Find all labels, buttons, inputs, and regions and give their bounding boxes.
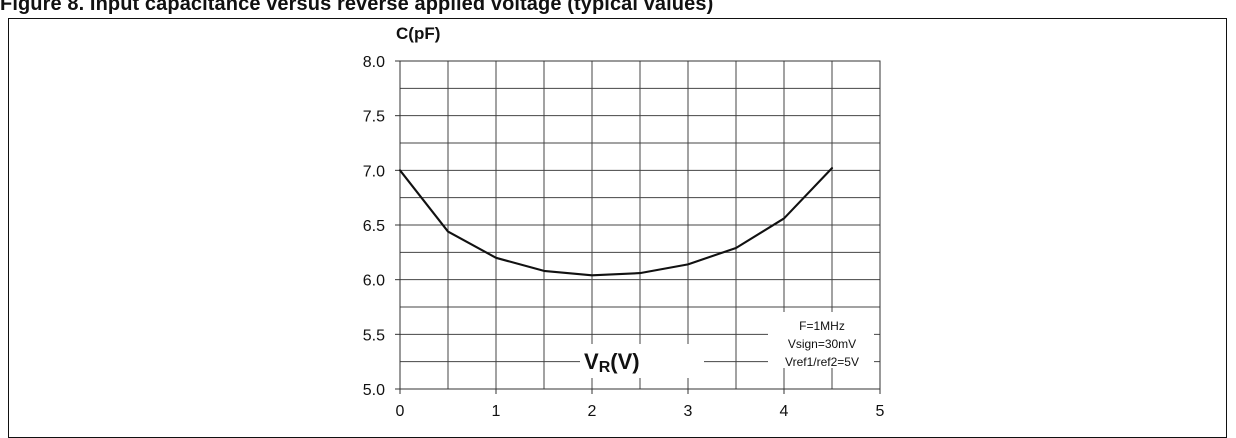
x-axis-label-unit: (V): [610, 349, 639, 374]
x-tick-label: 2: [588, 403, 597, 418]
axis-layer: [395, 60, 881, 394]
x-tick-label: 1: [492, 403, 501, 418]
x-axis-label-bg: [580, 344, 704, 378]
x-tick-label: 3: [684, 403, 693, 418]
annotation-box: [768, 312, 874, 368]
x-axis-label: VR(V): [584, 349, 640, 376]
annotation-layer: F=1MHz Vsign=30mV Vref1/ref2=5V: [768, 312, 874, 369]
x-tick-label: 0: [396, 403, 405, 418]
y-tick-label: 5.5: [363, 327, 385, 344]
y-axis-label: C(pF): [396, 24, 440, 43]
x-axis-label-subscript: R: [599, 359, 611, 376]
annotation-line: Vsign=30mV: [788, 337, 856, 351]
y-tick-label: 7.5: [363, 109, 385, 126]
x-axis-label-main: V: [584, 349, 599, 374]
series-layer: [398, 167, 834, 277]
y-tick-label: 6.5: [363, 218, 385, 235]
annotation-line: Vref1/ref2=5V: [785, 355, 859, 369]
capacitance-curve: [398, 167, 834, 277]
y-tick-label: 8.0: [363, 54, 385, 71]
annotation-line: F=1MHz: [799, 319, 845, 333]
x-tick-label: 4: [780, 403, 789, 418]
capacitance-chart: 0 1 2 3 4 5 5.0 5.5 6.0 6.5 7.0 7.5 8.0 C(pF) VR(V) F=…: [363, 24, 885, 418]
y-tick-label: 7.0: [363, 163, 385, 180]
figure-title: Figure 8. Input capacitance versus rever…: [0, 0, 714, 15]
label-layer: 0 1 2 3 4 5 5.0 5.5 6.0 6.5 7.0 7.5 8.0 C(pF) VR(V): [363, 24, 885, 418]
x-tick-label: 5: [876, 403, 885, 418]
y-tick-label: 6.0: [363, 273, 385, 290]
y-tick-label: 5.0: [363, 382, 385, 399]
